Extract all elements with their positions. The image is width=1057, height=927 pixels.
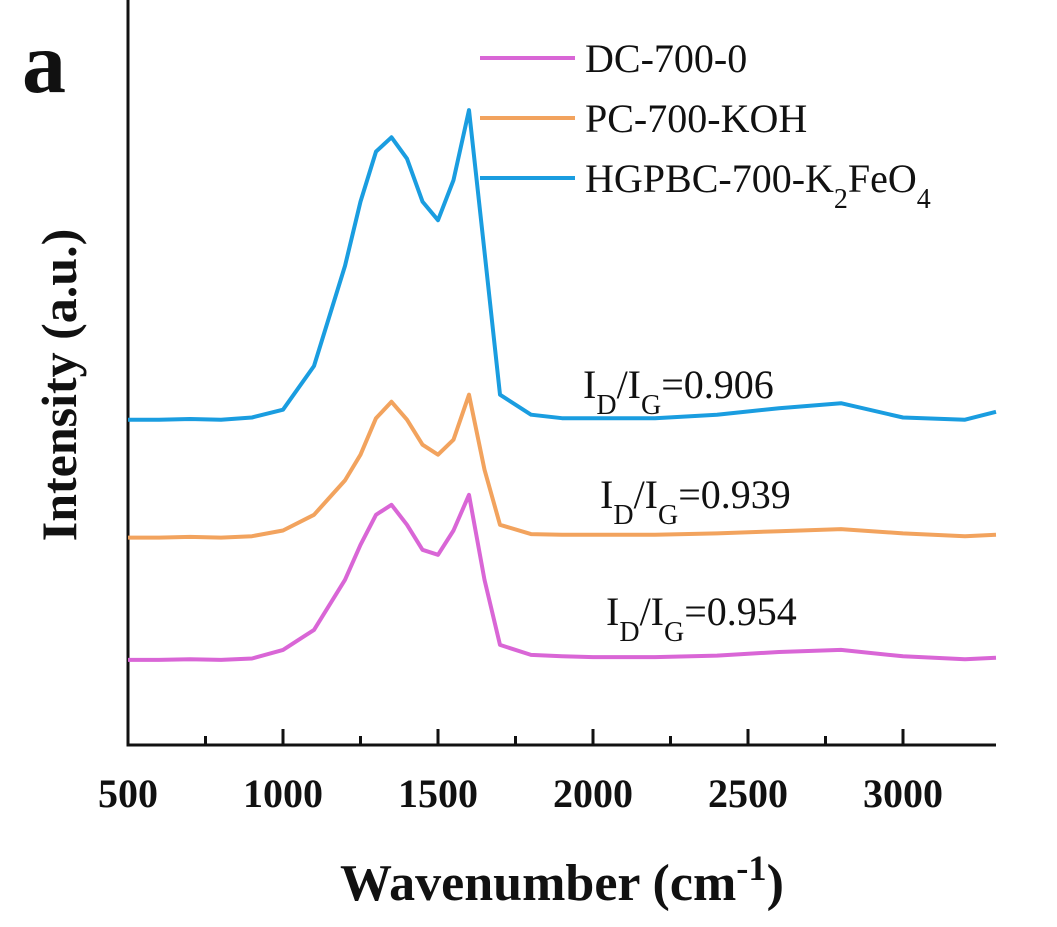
x-tick-label: 3000 [863,771,943,816]
legend-label: HGPBC-700-K2FeO4 [585,156,931,215]
ratio-annotation: ID/IG=0.906 [583,362,774,421]
x-tick-label: 500 [98,771,158,816]
x-axis-title: Wavenumber (cm-1) [340,848,784,912]
legend-label: DC-700-0 [585,36,747,81]
x-tick-label: 2500 [708,771,788,816]
ratio-annotation: ID/IG=0.954 [606,589,797,648]
spectrum-line [128,492,997,662]
x-tick-label: 2000 [553,771,633,816]
spectrum-line [128,108,997,422]
spectrum-line [128,392,997,540]
x-tick-label: 1000 [243,771,323,816]
x-tick-label: 1500 [398,771,478,816]
legend-label: PC-700-KOH [585,96,807,141]
panel-label: a [22,15,66,112]
y-axis-title: Intensity (a.u.) [31,229,87,542]
ratio-annotation: ID/IG=0.939 [600,472,791,531]
